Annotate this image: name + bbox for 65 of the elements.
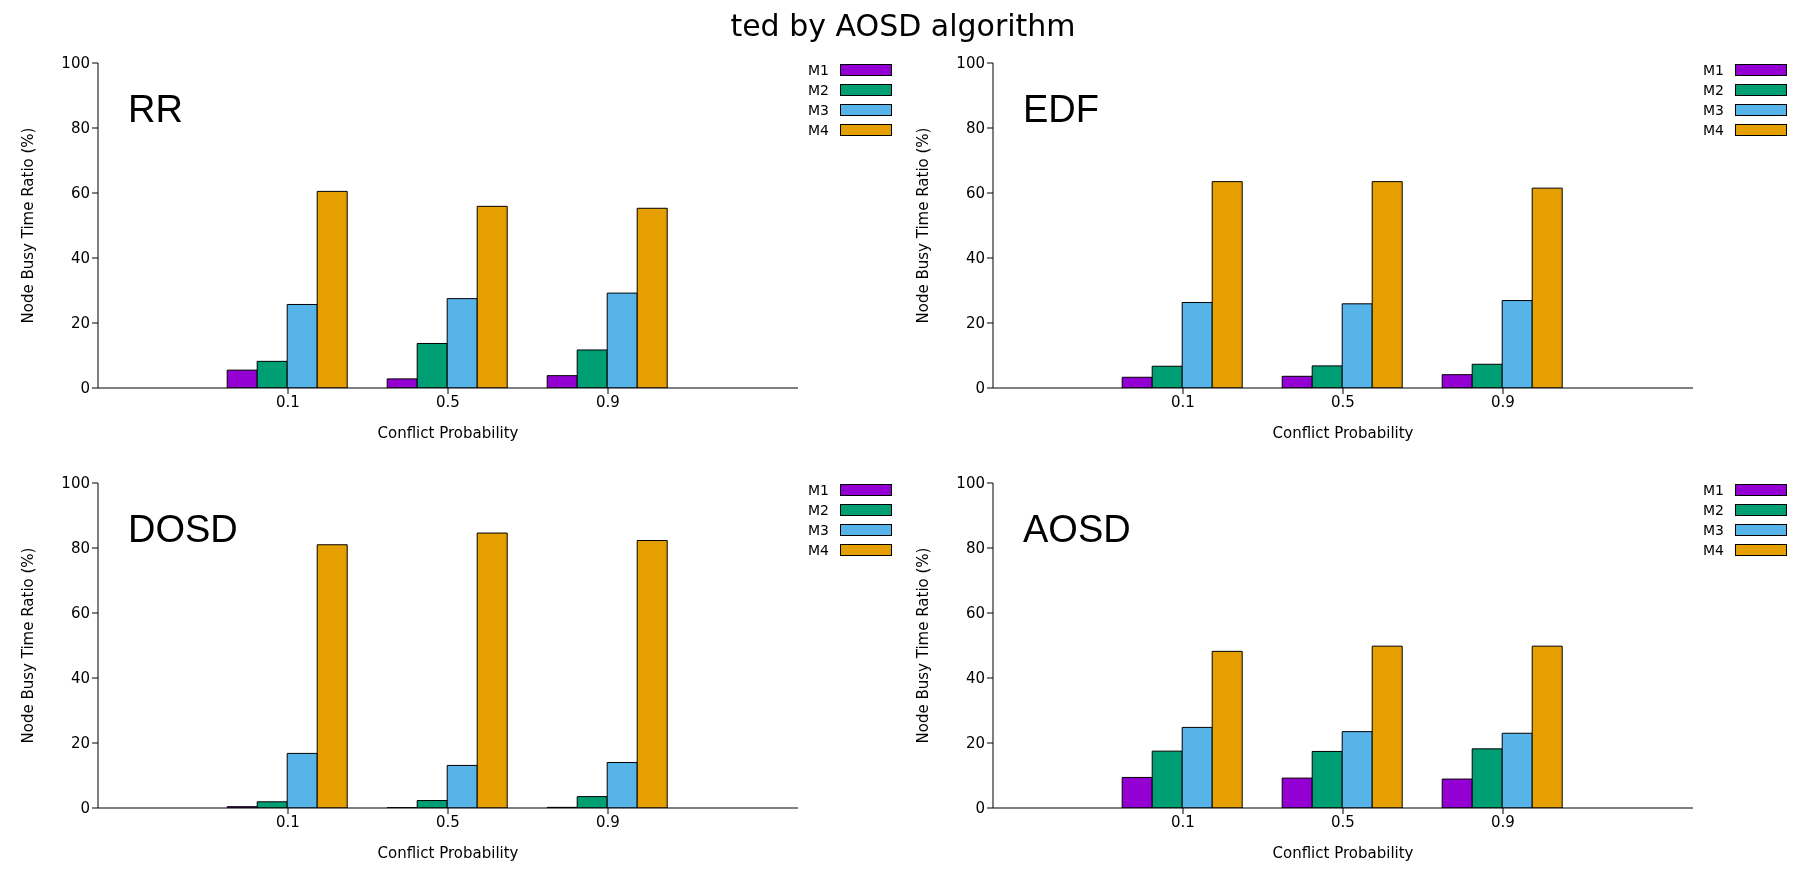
y-tick-label: 20 [965,734,985,753]
x-tick-label: 0.5 [1331,392,1355,411]
y-tick-label: 40 [965,249,985,268]
legend-label: M4 [1703,542,1725,558]
legend-label: M3 [808,102,830,118]
legend-label: M1 [808,62,830,78]
y-tick-label: 60 [965,604,985,623]
legend-label: M4 [808,122,830,138]
legend-label: M2 [1703,82,1725,98]
x-axis-title: Conflict Probability [377,844,519,862]
annotation: AOSD [1023,508,1131,551]
y-tick-label: 60 [70,604,90,623]
y-tick-label: 80 [70,119,90,138]
y-tick-label: 80 [965,119,985,138]
x-tick-label: 0.1 [1171,392,1195,411]
x-tick-label: 0.9 [596,392,620,411]
y-tick-label: 0 [975,379,985,398]
annotation: RR [128,88,183,131]
y-tick-label: 20 [965,314,985,333]
y-axis-title: Node Busy Time Ratio (%) [19,547,38,744]
x-axis-title: Conflict Probability [1272,844,1414,862]
y-tick-label: 40 [70,669,90,688]
y-tick-label: 100 [956,54,985,73]
x-tick-label: 0.5 [436,812,460,831]
legend-label: M2 [1703,502,1725,518]
x-tick-label: 0.9 [1491,812,1515,831]
text: ted by AOSD algorithm [729,8,1077,45]
x-axis-title: Conflict Probability [377,424,519,442]
y-tick-label: 20 [70,734,90,753]
x-tick-label: 0.9 [1491,392,1515,411]
y-tick-label: 60 [965,184,985,203]
y-tick-label: 80 [965,539,985,558]
legend-label: M4 [1703,122,1725,138]
x-tick-label: 0.1 [276,392,300,411]
x-tick-label: 0.9 [596,812,620,831]
legend-label: M1 [1703,62,1725,78]
y-tick-label: 100 [61,474,90,493]
y-tick-label: 100 [956,474,985,493]
annotation: EDF [1023,88,1099,131]
x-axis-title: Conflict Probability [1272,424,1414,442]
legend-label: M2 [808,82,830,98]
y-axis-title: Node Busy Time Ratio (%) [914,547,933,744]
legend-label: M2 [808,502,830,518]
y-tick-label: 0 [80,799,90,818]
y-tick-label: 60 [70,184,90,203]
legend-label: M4 [808,542,830,558]
y-tick-label: 0 [80,379,90,398]
legend-label: M3 [808,522,830,538]
legend-label: M3 [1703,522,1725,538]
y-tick-label: 40 [965,669,985,688]
y-tick-label: 40 [70,249,90,268]
x-tick-label: 0.5 [436,392,460,411]
x-tick-label: 0.1 [1171,812,1195,831]
y-tick-label: 0 [975,799,985,818]
legend-label: M1 [1703,482,1725,498]
x-tick-label: 0.1 [276,812,300,831]
legend-label: M1 [808,482,830,498]
y-tick-label: 100 [61,54,90,73]
legend-label: M3 [1703,102,1725,118]
x-tick-label: 0.5 [1331,812,1355,831]
y-axis-title: Node Busy Time Ratio (%) [914,127,933,324]
annotation: DOSD [128,508,238,551]
y-axis-title: Node Busy Time Ratio (%) [19,127,38,324]
y-tick-label: 80 [70,539,90,558]
y-tick-label: 20 [70,314,90,333]
